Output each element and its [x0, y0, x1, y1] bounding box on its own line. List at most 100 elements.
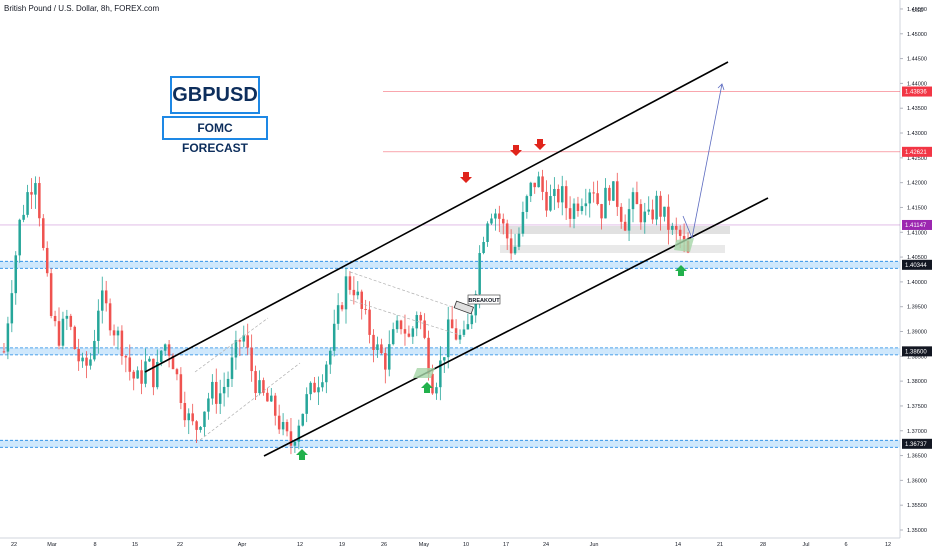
wedge-line: [194, 317, 269, 373]
candle-body: [568, 208, 572, 219]
price-tick-label: 1.40000: [907, 280, 927, 286]
candle-body: [384, 353, 387, 370]
candle-body: [73, 326, 76, 349]
time-tick-label: Jul: [802, 542, 809, 548]
candle-body: [415, 315, 419, 329]
candle-body: [329, 350, 332, 365]
candle-body: [557, 188, 560, 203]
candle-body: [678, 229, 682, 236]
candle-body: [509, 238, 513, 254]
breakout-label-box: [467, 294, 501, 305]
candle-body: [604, 187, 607, 219]
time-tick-label: 22: [177, 542, 183, 548]
time-tick-label: Jun: [590, 542, 599, 548]
price-label-bg: [902, 146, 932, 157]
candle-body: [364, 308, 367, 310]
buy-arrow-icon: [675, 265, 687, 276]
time-tick-label: 8: [93, 542, 96, 548]
candle-body: [69, 315, 73, 327]
price-label-bg: [902, 219, 932, 230]
candle-body: [513, 246, 517, 254]
candle-body: [159, 350, 163, 362]
candle-body: [450, 319, 454, 329]
candle-body: [250, 347, 253, 372]
candle-body: [207, 398, 210, 412]
candle-body: [112, 330, 116, 336]
candle-body: [218, 393, 222, 404]
sell-arrow-icon: [534, 139, 546, 150]
price-tick-label: 1.42000: [907, 181, 927, 187]
candle-body: [191, 413, 194, 422]
candle-body: [423, 320, 426, 338]
price-label-4: 1.40344: [905, 263, 927, 269]
wedge-line: [199, 362, 301, 441]
support-zone-1: [0, 261, 900, 269]
price-tick-label: 1.36000: [907, 478, 927, 484]
candle-body: [156, 361, 159, 388]
candle-body: [61, 318, 65, 346]
candle-body: [643, 211, 647, 223]
chart-header-title: British Pound / U.S. Dollar, 8h, FOREX.c…: [4, 4, 160, 13]
candle-body: [289, 431, 293, 446]
candle-body: [486, 223, 489, 242]
candle-body: [501, 218, 505, 224]
symbol-label-box: GBPUSD: [170, 76, 260, 114]
time-tick-label: May: [419, 542, 430, 548]
price-label-2: 1.42621: [905, 150, 927, 156]
candle-body: [136, 370, 139, 379]
candle-body: [226, 378, 230, 387]
candle-body: [262, 380, 265, 393]
candle-body: [301, 413, 305, 426]
price-tick-label: 1.41000: [907, 230, 927, 236]
candle-body: [195, 421, 198, 430]
candle-body: [541, 176, 544, 192]
candle-body: [309, 382, 312, 395]
support-highlight: [674, 238, 694, 252]
candle-body: [93, 340, 96, 360]
candle-body: [97, 310, 100, 341]
candle-body: [564, 186, 568, 209]
candle-body: [356, 291, 360, 296]
price-tick-label: 1.39500: [907, 305, 927, 311]
subtitle-label-box: FOMC FORECAST: [162, 116, 268, 155]
candle-body: [635, 192, 639, 205]
time-tick-label: 19: [339, 542, 345, 548]
candle-body: [222, 386, 226, 394]
candle-body: [651, 209, 654, 220]
candle-body: [148, 358, 151, 362]
candle-body: [179, 374, 183, 403]
price-label-bg: [902, 346, 932, 357]
candle-body: [152, 358, 155, 388]
candle-body: [104, 290, 108, 304]
candle-body: [387, 344, 391, 370]
candle-body: [403, 329, 407, 334]
candle-body: [399, 320, 403, 330]
candle-body: [85, 357, 88, 366]
candle-body: [474, 294, 477, 316]
projection-line: [682, 215, 693, 239]
candle-body: [608, 187, 611, 201]
candle-body: [584, 203, 588, 207]
candle-body: [81, 357, 84, 362]
candle-body: [340, 305, 344, 310]
time-tick-label: 12: [297, 542, 303, 548]
time-tick-label: 24: [543, 542, 549, 548]
candle-body: [431, 373, 434, 394]
candle-body: [647, 209, 650, 212]
candle-body: [199, 426, 202, 430]
time-tick-label: 28: [760, 542, 766, 548]
candle-body: [407, 333, 411, 337]
candle-body: [674, 225, 678, 230]
time-tick-label: Mar: [47, 542, 57, 548]
price-tick-label: 1.35500: [907, 503, 927, 509]
candle-body: [100, 290, 104, 311]
candle-body: [49, 273, 53, 316]
candle-body: [592, 192, 595, 194]
price-label-bg: [902, 86, 932, 97]
candle-body: [10, 293, 14, 324]
candle-body: [560, 186, 564, 203]
candle-body: [53, 315, 57, 322]
time-tick-label: Apr: [238, 542, 247, 548]
candle-body: [360, 291, 363, 309]
